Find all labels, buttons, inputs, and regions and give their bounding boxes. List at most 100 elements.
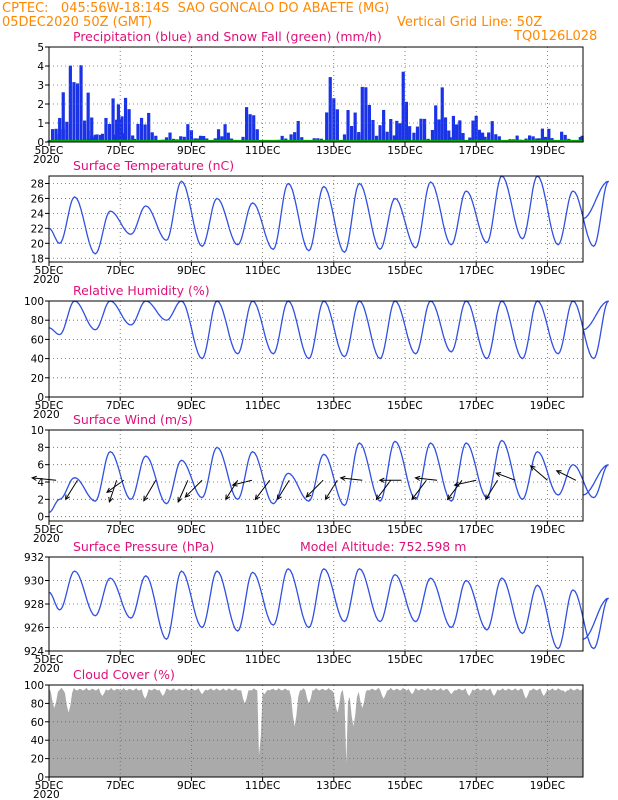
precip-bar [248,114,252,142]
wind-arrow [530,465,548,481]
precip-bar [371,119,375,142]
model-code: TQ0126L028 [514,29,598,44]
y-tick-label: 80 [31,315,44,327]
precip-bar [382,109,386,142]
precip-bar [116,104,121,142]
panel-title: Cloud Cover (%) [73,667,175,682]
x-tick-label: 19DEC [530,780,565,792]
x-tick-label: 5DEC [35,654,64,666]
precip-bar [434,105,438,142]
x-tick-label: 17DEC [458,780,493,792]
precip-bar [447,130,451,142]
precip-bar [115,119,119,142]
precip-bar [58,117,62,142]
wind-arrow-head [30,475,37,481]
wind-arrow [184,479,203,498]
y-tick-label: 4 [37,61,44,73]
y-tick-label: 40 [31,735,44,747]
precip-bar [86,130,90,142]
precip-bar [360,86,364,142]
x-tick-label: 13DEC [316,265,351,277]
wind-arrow [32,477,57,481]
precip-bar [226,132,230,142]
y-tick-label: 20 [31,754,44,766]
precip-bar [154,135,158,142]
precip-bar [531,136,535,142]
precip-bar [437,119,441,142]
precip-bar [100,133,104,142]
wind-arrow-head [231,481,238,487]
y-tick-label: 2 [37,494,44,506]
precip-bar [494,134,498,142]
x-tick-label: 17DEC [458,400,493,412]
y-tick-label: 0 [37,512,44,524]
precip-bar [143,124,147,142]
series-line [48,175,610,255]
wind-arrow [225,480,239,500]
x-tick-label: 11DEC [245,780,280,792]
precip-bar [374,135,379,142]
precip-bar [474,115,478,142]
precip-bar [61,92,65,142]
wind-arrow [305,479,324,498]
x-tick-label: 13DEC [316,145,351,157]
x-tick-label: 5DEC [35,400,64,412]
precip-bar [430,129,435,142]
wind-arrow [276,480,290,500]
wind-arrow [415,477,438,481]
precip-bar [202,135,206,142]
y-tick-label: 924 [24,646,44,658]
x-tick-label: 17DEC [458,524,493,536]
precip-bar [296,120,300,142]
precip-bar [451,115,456,142]
panel-6 [45,684,584,781]
precip-bar [220,136,224,142]
precip-bar [471,120,475,142]
x-tick-label: 19DEC [530,524,565,536]
precip-bar [544,136,548,142]
precip-bar [401,71,405,142]
x-tick-label: 9DEC [177,780,206,792]
wind-arrow [232,479,253,486]
x-tick-label: 13DEC [316,654,351,666]
series-line [48,439,609,513]
precip-bar [189,130,193,142]
wind-arrow-head [529,465,536,471]
precip-bar [468,137,472,142]
precip-bar [86,92,90,142]
precip-bar [118,119,122,142]
wind-arrow-head [411,494,417,501]
x-tick-label: 13DEC [316,400,351,412]
precip-bar [392,135,396,142]
panel-frame [48,429,584,522]
x-tick-label: 7DEC [106,400,135,412]
y-tick-label: 0 [37,392,44,404]
precip-bar [111,98,115,142]
precip-bar [91,137,96,142]
y-tick-label: 20 [31,238,44,250]
wind-arrow [324,480,338,500]
precip-bar [75,83,80,142]
precip-bar [395,120,399,142]
y-tick-label: 928 [24,599,44,611]
x-tick-label: 13DEC [316,780,351,792]
year-label: 2020 [33,663,60,675]
precip-bar [131,135,135,142]
precip-bar [350,126,354,142]
run-date: 05DEC2020 50Z (GMT) [2,15,153,30]
precip-bar [95,134,99,142]
y-tick-label: 28 [31,178,44,190]
wind-arrow [411,479,427,500]
x-tick-label: 13DEC [316,524,351,536]
y-tick-label: 5 [37,42,44,54]
y-tick-label: 2 [37,99,44,111]
cloud-cover-area [49,687,583,777]
wind-arrow-head [495,472,502,478]
panel-frame [48,46,584,143]
precip-bar [198,135,203,142]
precip-bar [328,77,332,142]
year-label: 2020 [33,409,60,421]
x-tick-label: 9DEC [177,654,206,666]
x-tick-label: 9DEC [177,524,206,536]
